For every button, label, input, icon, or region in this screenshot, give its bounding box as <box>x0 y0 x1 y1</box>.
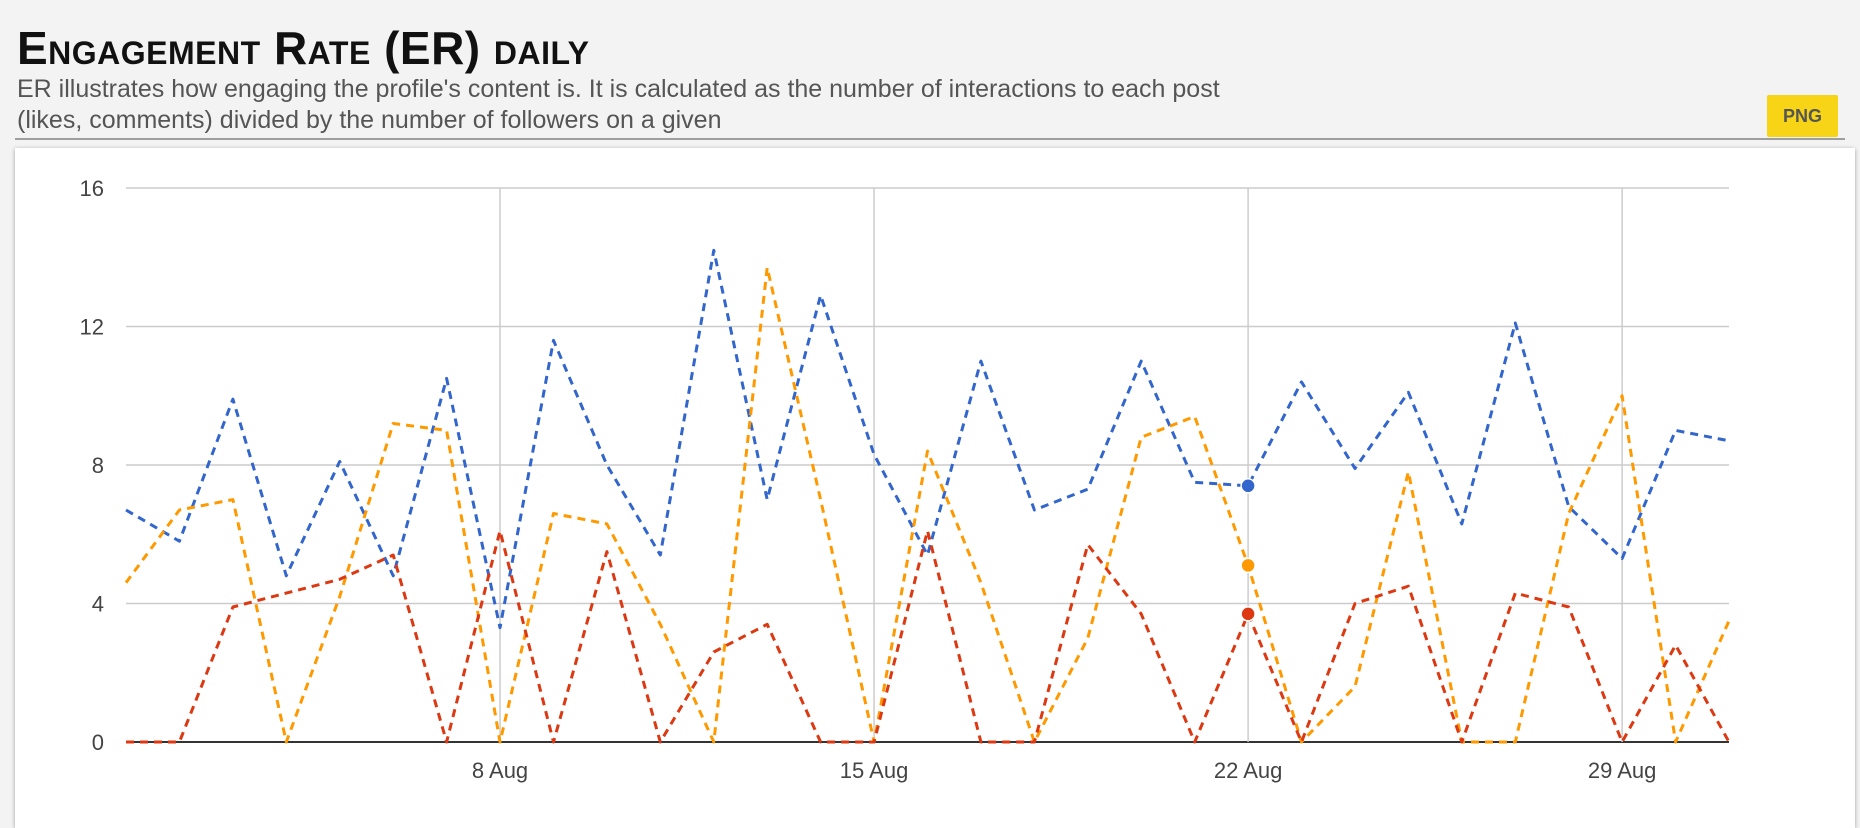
y-tick-label: 16 <box>80 176 104 201</box>
y-tick-label: 4 <box>92 592 104 617</box>
series-lines <box>124 248 1731 744</box>
export-png-button[interactable]: PNG <box>1767 95 1838 137</box>
x-tick-label: 29 Aug <box>1588 758 1657 783</box>
y-tick-label: 8 <box>92 453 104 478</box>
chart-description: ER illustrates how engaging the profile'… <box>17 74 1337 136</box>
line-chart[interactable]: 0 4 8 12 16 8 Aug 15 Aug 22 Aug 29 Aug <box>15 148 1855 828</box>
highlight-points <box>1240 478 1256 622</box>
series-line-2[interactable] <box>124 266 1731 744</box>
x-tick-label: 22 Aug <box>1214 758 1283 783</box>
y-tick-label: 12 <box>80 315 104 340</box>
chart-description-line-1: ER illustrates how engaging the profile'… <box>17 75 1220 103</box>
chart-card: 0 4 8 12 16 8 Aug 15 Aug 22 Aug 29 Aug <box>15 148 1855 828</box>
y-axis-ticks: 0 4 8 12 16 <box>80 176 104 755</box>
x-tick-label: 15 Aug <box>840 758 909 783</box>
chart-title: Engagement Rate (ER) daily <box>17 22 590 74</box>
highlight-point-1[interactable] <box>1240 478 1256 494</box>
x-axis-ticks: 8 Aug 15 Aug 22 Aug 29 Aug <box>472 758 1656 783</box>
header-divider <box>15 138 1845 140</box>
chart-header: Engagement Rate (ER) daily <box>17 22 1837 74</box>
series-line-1[interactable] <box>125 248 1730 630</box>
chart-description-line-2: (likes, comments) divided by the number … <box>17 106 722 134</box>
highlight-point-3[interactable] <box>1240 606 1256 622</box>
x-tick-label: 8 Aug <box>472 758 528 783</box>
highlight-point-2[interactable] <box>1240 557 1256 574</box>
series-line-3[interactable] <box>126 529 1731 744</box>
y-tick-label: 0 <box>92 730 104 755</box>
gridlines <box>126 187 1729 743</box>
